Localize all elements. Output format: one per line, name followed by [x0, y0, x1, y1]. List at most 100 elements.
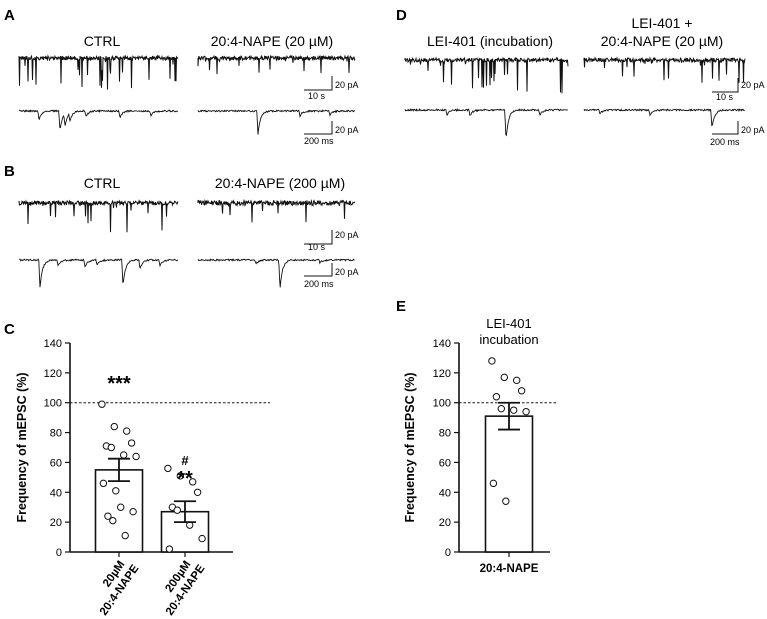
- panel-c-letter: C: [4, 321, 15, 338]
- data-point: [132, 452, 140, 461]
- panel-b-letter: B: [4, 163, 15, 180]
- scale-lower-y-label: 20 pA: [741, 125, 765, 135]
- data-point: [176, 472, 185, 480]
- panel-d-scale-bar-lower: 20 pA 200 ms: [710, 121, 765, 147]
- y-tick-label: 60: [50, 457, 62, 469]
- y-tick-label: 100: [44, 398, 62, 410]
- y-tick-label: 120: [44, 368, 62, 380]
- ctrl-continuous-trace: [18, 54, 179, 90]
- panel-d-combo-title-line2: 20:4-NAPE (20 µM): [601, 33, 723, 49]
- data-point: [513, 376, 521, 385]
- y-tick-label: 20: [50, 517, 62, 529]
- y-tick-label: 140: [433, 338, 451, 350]
- data-point: [173, 506, 182, 514]
- data-point: [120, 451, 128, 459]
- scale-lower-y-label: 20 pA: [335, 267, 359, 277]
- data-point: [489, 479, 498, 488]
- data-point: [121, 531, 129, 540]
- data-point: [193, 488, 202, 496]
- data-point: [492, 393, 501, 401]
- ctrl-expanded-trace: [19, 258, 179, 288]
- chart-title-line: LEI-401: [486, 316, 532, 331]
- scale-upper-y-label: 20 pA: [741, 80, 765, 90]
- y-tick-label: 20: [439, 517, 451, 529]
- combo-continuous-trace: [583, 56, 746, 83]
- y-tick-label: 0: [56, 547, 62, 559]
- data-point: [500, 373, 508, 382]
- significance-stars: ***: [107, 373, 131, 395]
- y-tick-label: 40: [50, 487, 62, 499]
- panel-d-letter: D: [396, 7, 407, 24]
- ctrl-expanded-trace: [18, 109, 179, 129]
- panel-b-ctrl-title: CTRL: [84, 175, 121, 191]
- chart-title-line: incubation: [479, 332, 538, 347]
- scale-lower-y-label: 20 pA: [335, 125, 359, 135]
- scale-lower-x-label: 200 ms: [304, 279, 334, 289]
- panel-d-lei-title: LEI-401 (incubation): [427, 33, 553, 49]
- x-tick-label: 20:4-NAPE: [480, 563, 539, 575]
- data-point: [165, 545, 174, 553]
- data-point: [497, 404, 505, 413]
- significance-stars: **: [177, 468, 193, 490]
- panel-a-traces: [18, 54, 356, 135]
- y-tick-label: 40: [439, 487, 451, 499]
- scale-lower-x-label: 200 ms: [304, 136, 334, 146]
- panel-b-nape-title: 20:4-NAPE (200 µM): [215, 175, 345, 191]
- data-point: [107, 443, 116, 452]
- y-tick-label: 80: [439, 428, 451, 440]
- y-axis-label: Frequency of mEPSC (%): [403, 372, 417, 522]
- significance-hash: #: [181, 453, 189, 468]
- data-point: [488, 357, 496, 365]
- lei-expanded-trace: [404, 107, 568, 137]
- panel-a-nape-title: 20:4-NAPE (20 µM): [211, 33, 333, 49]
- ctrl-continuous-trace: [18, 199, 179, 233]
- scale-upper-y-label: 20 pA: [335, 80, 359, 90]
- panel-a-scale-bar-upper: 20 pA 10 s: [304, 76, 359, 101]
- data-point: [98, 400, 106, 408]
- scale-upper-x-label: 10 s: [308, 242, 326, 252]
- y-tick-label: 80: [50, 428, 62, 440]
- y-tick-label: 120: [433, 368, 451, 380]
- panel-b-traces: [18, 198, 356, 288]
- data-point: [522, 407, 530, 416]
- nape-expanded-trace: [197, 109, 355, 135]
- y-axis-label: Frequency of mEPSC (%): [15, 372, 29, 522]
- panel-a-ctrl-title: CTRL: [84, 33, 121, 49]
- lei-continuous-trace: [404, 56, 569, 94]
- data-point: [104, 512, 112, 520]
- scale-lower-x-label: 200 ms: [710, 137, 740, 147]
- nape-expanded-trace: [197, 258, 355, 288]
- y-tick-label: 100: [433, 398, 451, 410]
- panel-d-combo-title-line1: LEI-401 +: [631, 15, 692, 31]
- data-point: [109, 516, 117, 525]
- nape-continuous-trace: [197, 54, 356, 75]
- y-tick-label: 60: [439, 457, 451, 469]
- data-point: [164, 464, 172, 473]
- panel-e-letter: E: [396, 298, 406, 315]
- data-point: [123, 427, 131, 435]
- data-point: [112, 487, 120, 495]
- data-point: [510, 406, 518, 414]
- panel-a-scale-bar-lower: 20 pA 200 ms: [304, 121, 359, 146]
- data-point: [99, 479, 108, 488]
- nape-continuous-trace: [197, 198, 356, 223]
- scale-upper-x-label: 10 s: [716, 92, 734, 102]
- data-point: [502, 497, 510, 505]
- scale-upper-x-label: 10 s: [308, 91, 326, 101]
- data-point: [517, 387, 526, 395]
- panel-d-scale-bar-upper: 20 pA 10 s: [712, 78, 765, 102]
- panel-b-scale-bar-lower: 20 pA 200 ms: [304, 263, 359, 289]
- data-point: [117, 503, 125, 511]
- panel-b-scale-bar-upper: 20 pA 10 s: [304, 230, 359, 252]
- data-point: [129, 507, 137, 516]
- y-tick-label: 0: [445, 547, 451, 559]
- panel-d-traces: [404, 56, 746, 137]
- combo-expanded-trace: [583, 108, 746, 127]
- data-point: [198, 534, 206, 543]
- data-point: [189, 478, 197, 486]
- panel-a-letter: A: [4, 7, 15, 24]
- scale-upper-y-label: 20 pA: [335, 230, 359, 240]
- y-tick-label: 140: [44, 338, 62, 350]
- panel-c-chart: 0 20 40 60 80 100 120 140 Frequency of mEPSC (%)…: [15, 338, 270, 618]
